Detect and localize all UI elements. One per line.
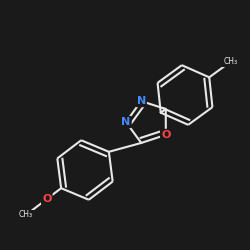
Text: O: O [161, 130, 170, 140]
Text: N: N [136, 96, 146, 106]
Text: N: N [122, 117, 131, 127]
Text: CH₃: CH₃ [223, 58, 237, 66]
Text: O: O [42, 194, 51, 204]
Text: CH₃: CH₃ [19, 210, 33, 219]
